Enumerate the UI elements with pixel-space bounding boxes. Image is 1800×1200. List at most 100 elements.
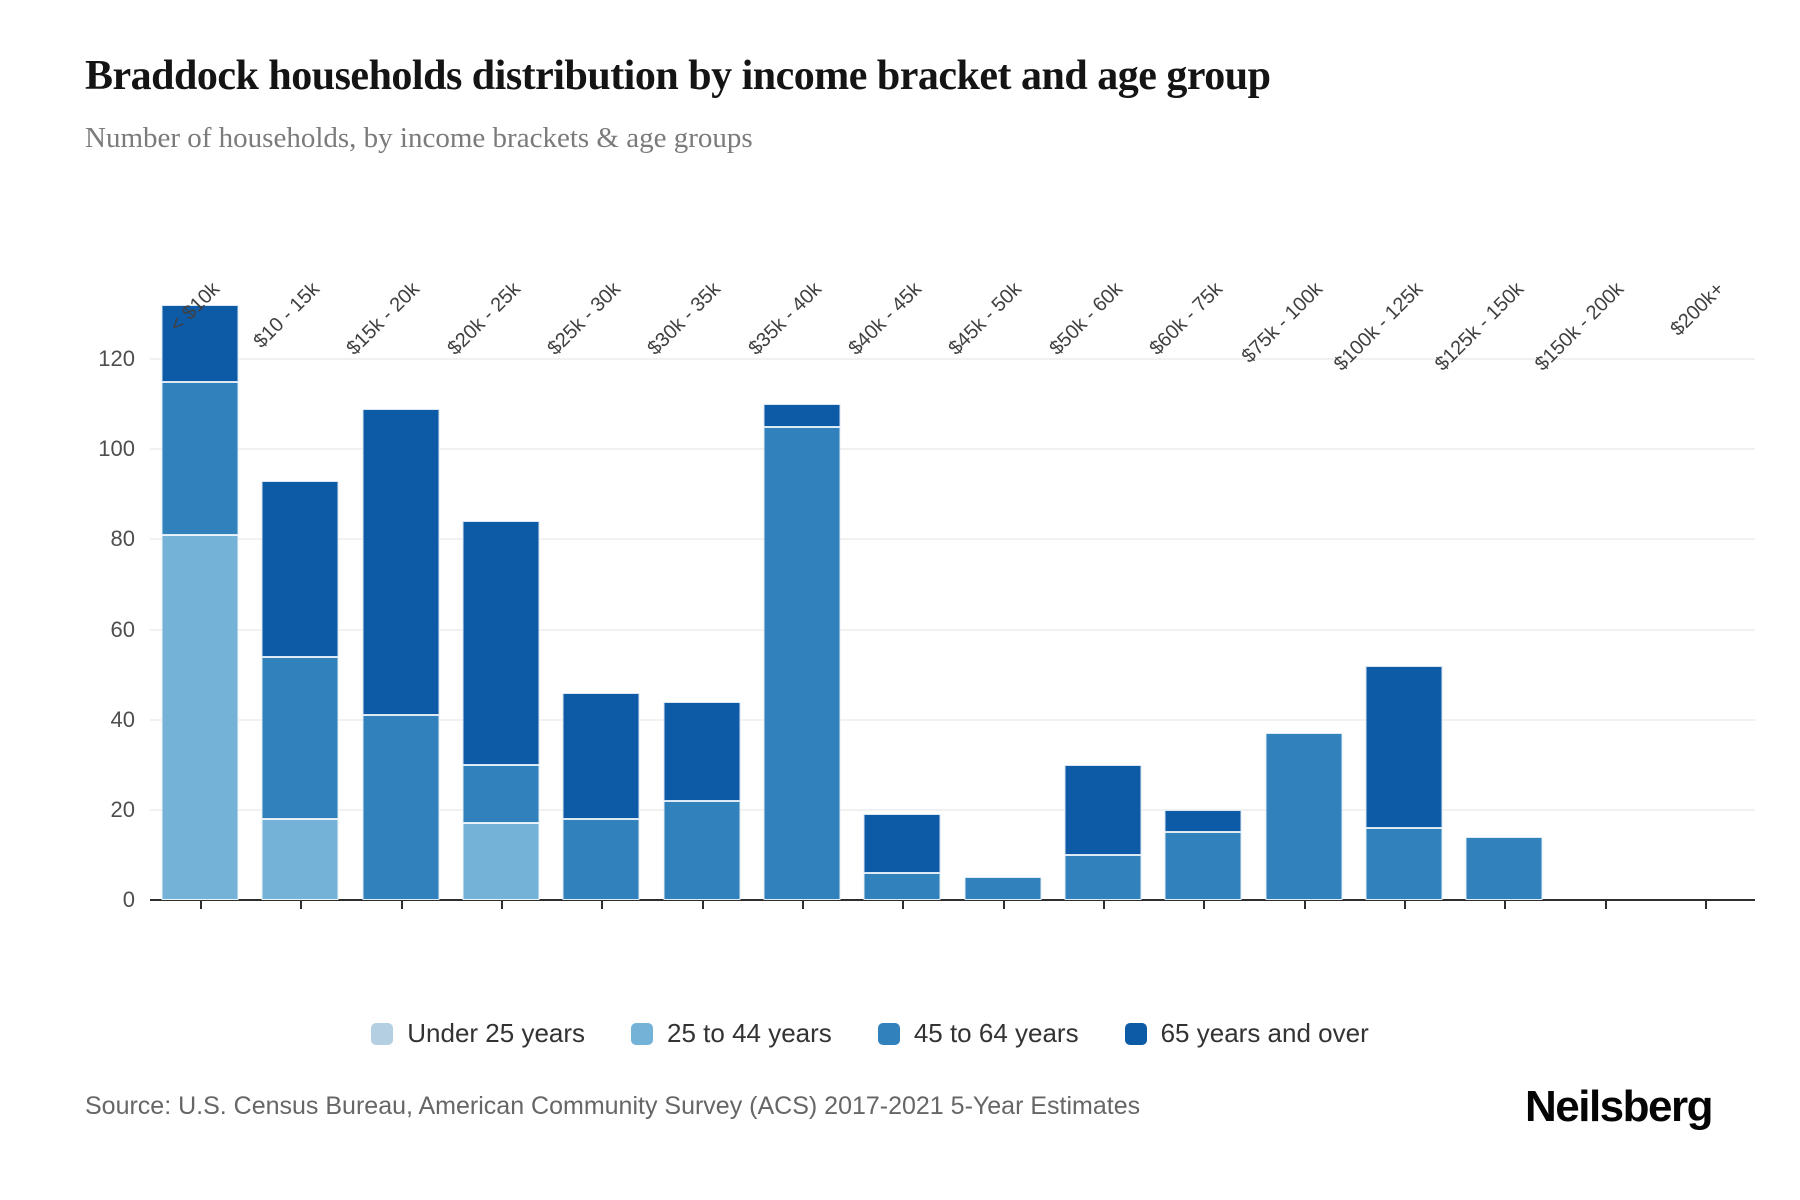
bar-slot: $10 - 15k — [249, 260, 350, 909]
plot-area: < $10k $10 - 15k $15k - 20k $20k - 25k $25k … — [98, 260, 1755, 912]
x-tick — [300, 901, 303, 909]
y-tick-label: 0 — [122, 887, 135, 912]
chart-subtitle: Number of households, by income brackets… — [85, 122, 753, 154]
bar-segment[interactable] — [863, 814, 941, 873]
bar-segment[interactable] — [863, 872, 941, 900]
bar-segment[interactable] — [1365, 665, 1443, 828]
x-tick — [601, 901, 604, 909]
legend-swatch — [371, 1022, 394, 1045]
x-tick-label: $45k - 50k — [944, 278, 1027, 360]
bar-segment[interactable] — [261, 656, 339, 819]
bar-slot: $20k - 25k — [443, 260, 551, 909]
bars-container: < $10k $10 - 15k $15k - 20k $20k - 25k $25k … — [150, 260, 1755, 909]
x-tick — [701, 901, 704, 909]
x-tick-label: $10 - 15k — [249, 278, 325, 353]
bar-segment[interactable] — [161, 534, 239, 900]
x-tick-label: $50k - 60k — [1044, 278, 1127, 360]
bar — [562, 692, 640, 900]
bar — [1365, 665, 1443, 900]
source-note: Source: U.S. Census Bureau, American Com… — [85, 1092, 1141, 1120]
bar-slot: $50k - 60k — [1045, 260, 1153, 909]
x-tick — [1403, 901, 1406, 909]
x-tick-label: $200k+ — [1666, 278, 1729, 341]
y-tick-label: 40 — [110, 706, 135, 732]
bar-segment[interactable] — [462, 764, 540, 824]
legend-item[interactable]: Under 25 years — [371, 1018, 585, 1049]
x-tick-label: $60k - 75k — [1145, 278, 1227, 360]
bar-segment[interactable] — [1365, 827, 1443, 900]
bar-segment[interactable] — [562, 692, 640, 819]
bar-segment[interactable] — [1064, 764, 1142, 855]
x-tick — [400, 901, 403, 909]
bar-segment[interactable] — [1164, 832, 1242, 900]
bar-slot: $35k - 40k — [744, 260, 852, 909]
bar — [863, 814, 941, 900]
brand-logo: Neilsberg — [1524, 1082, 1714, 1131]
bar-slot: $25k - 30k — [543, 260, 651, 909]
x-tick — [200, 901, 203, 909]
x-tick — [1102, 901, 1105, 909]
bar — [1064, 764, 1142, 900]
bar-segment[interactable] — [261, 480, 339, 657]
chart-title: Braddock households distribution by inco… — [85, 53, 1271, 99]
bar-segment[interactable] — [1465, 836, 1543, 900]
x-tick-label: $25k - 30k — [543, 278, 625, 360]
bar-slot: $60k - 75k — [1145, 260, 1253, 909]
bar-segment[interactable] — [362, 408, 440, 716]
bar — [1164, 809, 1242, 900]
legend-item[interactable]: 25 to 44 years — [631, 1018, 832, 1049]
y-gridline — [150, 538, 1755, 541]
bar-segment[interactable] — [1064, 854, 1142, 900]
legend-swatch — [1124, 1022, 1147, 1045]
bar — [362, 408, 440, 900]
bar-segment[interactable] — [663, 701, 741, 801]
bar — [462, 521, 540, 900]
x-tick — [1704, 901, 1707, 909]
x-tick — [1203, 901, 1206, 909]
legend-label: 25 to 44 years — [667, 1018, 832, 1048]
bar-segment[interactable] — [1265, 733, 1343, 900]
x-tick-label: $35k - 40k — [744, 278, 826, 360]
bar-segment[interactable] — [362, 715, 440, 900]
x-tick — [1303, 901, 1306, 909]
bar-segment[interactable] — [261, 818, 339, 900]
bar-segment[interactable] — [964, 877, 1042, 900]
legend-label: Under 25 years — [407, 1018, 586, 1048]
bar-segment[interactable] — [763, 426, 841, 900]
bar-slot: $45k - 50k — [945, 260, 1053, 909]
x-tick — [1604, 901, 1607, 909]
legend-label: 45 to 64 years — [913, 1018, 1079, 1048]
bar-segment[interactable] — [663, 800, 741, 900]
y-tick-label: 80 — [110, 526, 135, 552]
x-tick — [501, 901, 504, 909]
bar-segment[interactable] — [562, 818, 640, 900]
bar — [261, 480, 339, 900]
bar — [663, 701, 741, 900]
x-tick — [902, 901, 905, 909]
x-tick — [802, 901, 805, 909]
bar-segment[interactable] — [161, 305, 239, 382]
bar — [964, 877, 1042, 900]
legend-label: 65 years and over — [1160, 1018, 1369, 1048]
bar-segment[interactable] — [763, 404, 841, 427]
legend-item[interactable]: 65 years and over — [1124, 1018, 1369, 1049]
bar-slot: $40k - 45k — [844, 260, 952, 909]
bar-slot: $100k - 125k — [1330, 260, 1454, 909]
bar-slot: $15k - 20k — [343, 260, 451, 909]
bar-segment[interactable] — [462, 823, 540, 900]
bar — [1465, 836, 1543, 900]
bar — [1265, 733, 1343, 900]
bar-slot: $125k - 150k — [1430, 260, 1554, 909]
bar-segment[interactable] — [1164, 809, 1242, 833]
bar — [161, 305, 239, 900]
y-tick-label: 60 — [110, 616, 135, 642]
bar-segment[interactable] — [161, 381, 239, 535]
y-gridline — [150, 628, 1755, 631]
bar-segment[interactable] — [462, 521, 540, 765]
x-tick-label: $40k - 45k — [844, 278, 926, 360]
y-tick-label: 20 — [110, 796, 135, 822]
x-tick — [1002, 901, 1005, 909]
legend: Under 25 years 25 to 44 years 45 to 64 yea… — [0, 1018, 1740, 1049]
legend-item[interactable]: 45 to 64 years — [877, 1018, 1079, 1049]
x-tick-label: $20k - 25k — [443, 278, 525, 360]
